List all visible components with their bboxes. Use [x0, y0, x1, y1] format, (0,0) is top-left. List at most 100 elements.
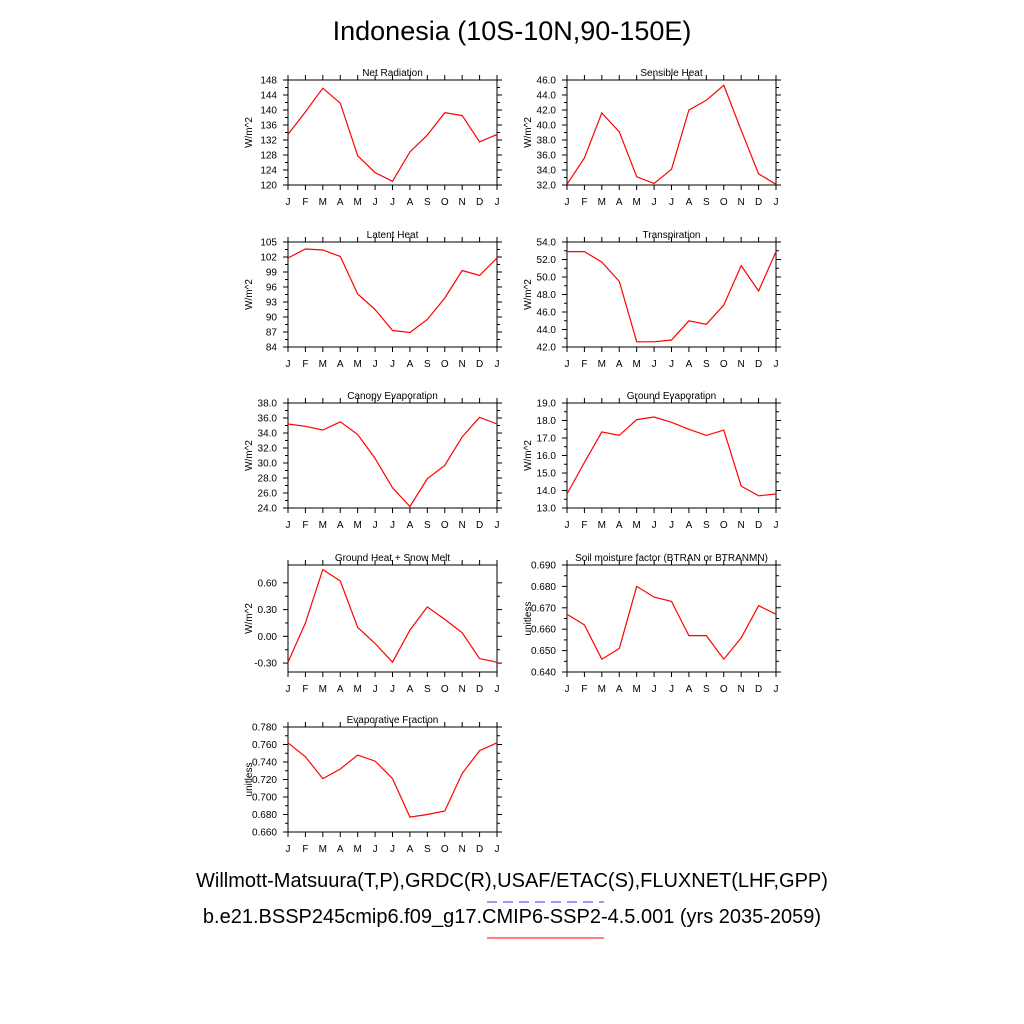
panel-title: Ground Evaporation: [627, 391, 717, 402]
y-tick-label: 93: [266, 298, 278, 309]
y-tick-label: 0.720: [252, 775, 277, 786]
x-tick-label: S: [703, 684, 710, 695]
x-tick-label: M: [632, 197, 640, 208]
x-tick-label: F: [302, 684, 308, 695]
x-tick-label: A: [616, 197, 623, 208]
y-tick-label: 19.0: [537, 399, 557, 410]
x-tick-label: O: [720, 684, 728, 695]
plot-frame: [287, 402, 498, 509]
y-tick-label: 32.0: [537, 181, 557, 192]
x-tick-label: J: [286, 197, 291, 208]
x-tick-label: O: [441, 197, 449, 208]
x-tick-label: J: [774, 359, 779, 370]
series-line: [287, 416, 498, 508]
x-tick-label: J: [373, 844, 378, 855]
series-line: [287, 87, 498, 183]
y-tick-label: 0.660: [252, 828, 277, 839]
x-tick-label: M: [598, 197, 606, 208]
y-tick-label: 84: [266, 343, 278, 354]
y-tick-label: 30.0: [258, 459, 278, 470]
x-tick-label: F: [302, 197, 308, 208]
x-tick-label: A: [337, 197, 344, 208]
y-tick-label: 132: [260, 136, 277, 147]
x-tick-label: A: [407, 684, 414, 695]
y-tick-label: 48.0: [537, 290, 557, 301]
x-tick-label: D: [476, 359, 483, 370]
x-tick-label: M: [353, 684, 361, 695]
x-tick-label: S: [703, 520, 710, 531]
x-tick-label: F: [302, 359, 308, 370]
series-line: [566, 416, 777, 497]
x-tick-label: M: [598, 359, 606, 370]
panel-title: Canopy Evaporation: [347, 391, 438, 402]
x-tick-label: D: [476, 684, 483, 695]
x-tick-label: O: [720, 520, 728, 531]
y-axis-label: W/m^2: [523, 440, 534, 471]
panel-title: Net Radiation: [362, 68, 423, 79]
legend-model-label: b.e21.BSSP245cmip6.f09_g17.CMIP6-SSP2-4.…: [202, 906, 822, 928]
x-tick-label: A: [616, 359, 623, 370]
x-tick-label: D: [755, 684, 762, 695]
x-tick-label: J: [390, 359, 395, 370]
x-tick-label: J: [774, 197, 779, 208]
chart-panel: Evaporative Fraction unitless 0.660 0.680 0.…: [244, 715, 502, 855]
x-tick-label: J: [373, 197, 378, 208]
y-tick-label: 40.0: [537, 121, 557, 132]
x-tick-label: J: [669, 684, 674, 695]
y-tick-label: 36.0: [537, 151, 557, 162]
x-tick-label: S: [424, 520, 431, 531]
series-line: [287, 568, 498, 664]
x-tick-label: J: [565, 359, 570, 370]
chart-panel: Sensible Heat W/m^2 32.0 34.0 36.0 38.0 40.0 42…: [523, 68, 781, 208]
y-tick-label: 38.0: [258, 399, 278, 410]
x-tick-label: M: [319, 684, 327, 695]
x-tick-label: O: [441, 520, 449, 531]
y-tick-label: 50.0: [537, 273, 557, 284]
y-tick-label: 0.660: [531, 625, 556, 636]
y-tick-label: 15.0: [537, 469, 557, 480]
x-tick-label: J: [390, 844, 395, 855]
x-tick-label: J: [373, 520, 378, 531]
x-tick-label: N: [459, 684, 466, 695]
y-tick-label: 102: [260, 253, 277, 264]
y-tick-label: 0.650: [531, 646, 556, 657]
y-tick-label: 90: [266, 313, 278, 324]
plot-frame: [287, 241, 498, 348]
x-tick-label: N: [738, 359, 745, 370]
x-tick-label: A: [686, 197, 693, 208]
x-tick-label: J: [495, 197, 500, 208]
x-tick-label: D: [476, 520, 483, 531]
x-tick-label: N: [459, 520, 466, 531]
y-tick-label: 105: [260, 238, 277, 249]
x-tick-label: J: [669, 520, 674, 531]
panel-title: Soil moisture factor (BTRAN or BTRANMN): [575, 553, 768, 564]
y-tick-label: 0.700: [252, 793, 277, 804]
y-tick-label: 0.60: [258, 578, 278, 589]
x-tick-label: F: [581, 684, 587, 695]
x-tick-label: M: [319, 197, 327, 208]
x-tick-label: M: [319, 844, 327, 855]
x-tick-label: F: [581, 359, 587, 370]
y-tick-label: 140: [260, 106, 277, 117]
plot-frame: [566, 241, 777, 348]
series-line: [566, 585, 777, 661]
y-tick-label: 0.680: [531, 582, 556, 593]
y-axis-label: W/m^2: [523, 117, 534, 148]
x-tick-label: D: [476, 197, 483, 208]
y-tick-label: 136: [260, 121, 277, 132]
x-tick-label: J: [286, 520, 291, 531]
y-tick-label: 54.0: [537, 238, 557, 249]
y-axis-label: W/m^2: [244, 117, 255, 148]
chart-panel: Ground Heat + Snow Melt W/m^2 -0.30 0.00 0.3…: [244, 553, 502, 695]
y-tick-label: 144: [260, 91, 277, 102]
plot-frame: [566, 402, 777, 509]
y-tick-label: 87: [266, 328, 278, 339]
y-tick-label: 16.0: [537, 451, 557, 462]
x-tick-label: J: [495, 684, 500, 695]
x-tick-label: A: [616, 520, 623, 531]
y-tick-label: 0.30: [258, 605, 278, 616]
x-tick-label: D: [755, 520, 762, 531]
x-tick-label: O: [720, 359, 728, 370]
x-tick-label: S: [424, 844, 431, 855]
